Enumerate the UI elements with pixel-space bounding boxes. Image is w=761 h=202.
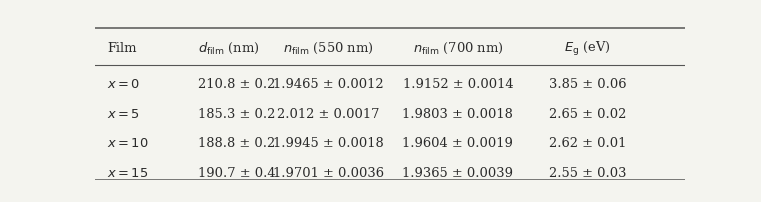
Text: 1.9803 ± 0.0018: 1.9803 ± 0.0018: [403, 107, 513, 120]
Text: 185.3 ± 0.2: 185.3 ± 0.2: [199, 107, 275, 120]
Text: $x = 0$: $x = 0$: [107, 78, 140, 90]
Text: 190.7 ± 0.4: 190.7 ± 0.4: [199, 166, 276, 179]
Text: 1.9465 ± 0.0012: 1.9465 ± 0.0012: [272, 78, 384, 90]
Text: 210.8 ± 0.2: 210.8 ± 0.2: [199, 78, 275, 90]
Text: 1.9152 ± 0.0014: 1.9152 ± 0.0014: [403, 78, 513, 90]
Text: $E_{\rm g}$ (eV): $E_{\rm g}$ (eV): [564, 39, 611, 57]
Text: $x = 15$: $x = 15$: [107, 166, 148, 179]
Text: $d_{\rm film}$ (nm): $d_{\rm film}$ (nm): [199, 41, 260, 56]
Text: $x = 10$: $x = 10$: [107, 137, 148, 150]
Text: 2.65 ± 0.02: 2.65 ± 0.02: [549, 107, 626, 120]
Text: $x = 5$: $x = 5$: [107, 107, 140, 120]
Text: 2.62 ± 0.01: 2.62 ± 0.01: [549, 137, 626, 150]
Text: 2.55 ± 0.03: 2.55 ± 0.03: [549, 166, 626, 179]
Text: 188.8 ± 0.2: 188.8 ± 0.2: [199, 137, 275, 150]
Text: 2.012 ± 0.0017: 2.012 ± 0.0017: [277, 107, 379, 120]
Text: Film: Film: [107, 42, 136, 55]
Text: $n_{\rm film}$ (550 nm): $n_{\rm film}$ (550 nm): [283, 41, 374, 56]
Text: $n_{\rm film}$ (700 nm): $n_{\rm film}$ (700 nm): [412, 41, 503, 56]
Text: 1.9604 ± 0.0019: 1.9604 ± 0.0019: [403, 137, 513, 150]
Text: 1.9945 ± 0.0018: 1.9945 ± 0.0018: [272, 137, 384, 150]
Text: 1.9365 ± 0.0039: 1.9365 ± 0.0039: [403, 166, 514, 179]
Text: 1.9701 ± 0.0036: 1.9701 ± 0.0036: [272, 166, 384, 179]
Text: 3.85 ± 0.06: 3.85 ± 0.06: [549, 78, 626, 90]
